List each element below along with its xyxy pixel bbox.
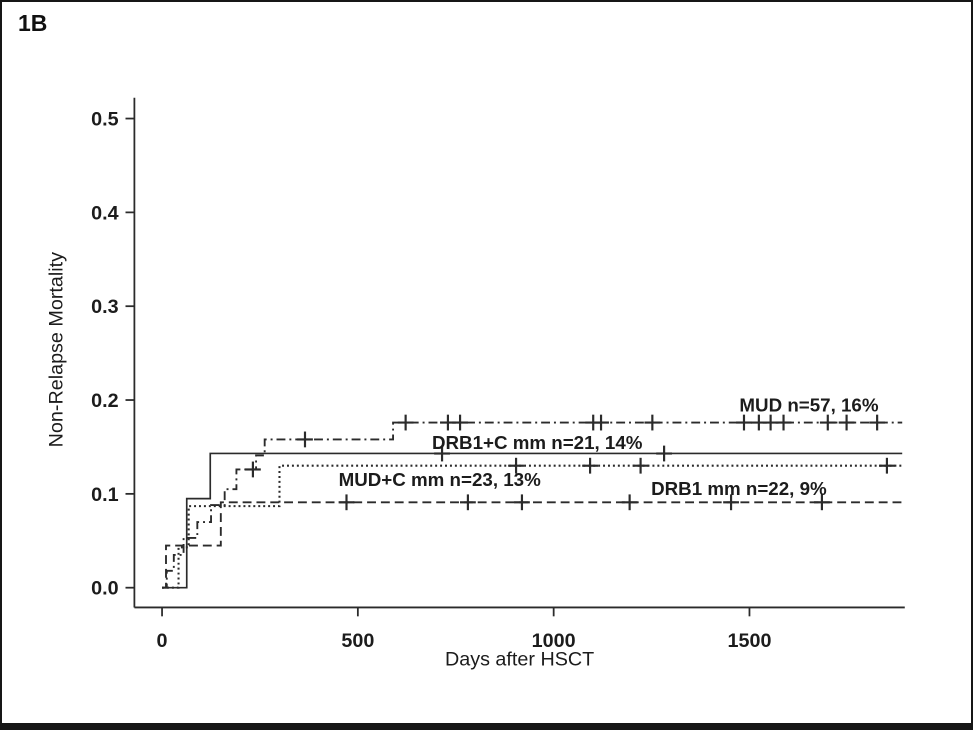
- censor-mark: [819, 414, 836, 431]
- curve-label-drb1-c-mm: DRB1+C mm n=21, 14%: [432, 432, 643, 453]
- y-tick-label: 0.2: [91, 390, 118, 412]
- x-tick-label: 1500: [727, 630, 771, 652]
- x-tick-label: 500: [341, 630, 374, 652]
- censor-mark: [514, 494, 530, 511]
- censor-mark: [452, 414, 468, 431]
- censor-mark: [338, 494, 355, 511]
- censor-mark: [632, 457, 649, 474]
- x-tick-label: 1000: [532, 630, 576, 652]
- y-tick-label: 0.1: [91, 484, 118, 506]
- x-tick-label: 0: [157, 630, 168, 652]
- y-tick-label: 0.4: [91, 202, 118, 224]
- censor-mark: [814, 494, 830, 511]
- censor-mark: [245, 461, 261, 478]
- censor-mark: [838, 414, 855, 431]
- censor-mark: [869, 414, 886, 431]
- figure-label: 1B: [18, 10, 48, 36]
- curve-mud: [162, 421, 903, 589]
- censor-mark: [593, 414, 609, 431]
- y-tick-label: 0.3: [91, 296, 118, 318]
- censor-mark: [879, 457, 895, 474]
- censor-mark: [397, 414, 414, 431]
- censor-mark: [644, 414, 661, 431]
- y-axis-title: Non-Relapse Mortality: [45, 252, 67, 448]
- curve-label-mud-c-mm: MUD+C mm n=23, 13%: [339, 469, 541, 490]
- censor-mark: [621, 494, 638, 511]
- censor-mark: [723, 494, 739, 511]
- curve-drb1-mm: [162, 501, 903, 589]
- curve-label-drb1-mm: DRB1 mm n=22, 9%: [651, 478, 827, 499]
- y-tick-label: 0.0: [91, 578, 118, 600]
- censor-mark: [434, 445, 450, 462]
- censor-mark: [508, 457, 524, 474]
- censor-mark: [459, 494, 476, 511]
- censor-mark: [736, 414, 752, 431]
- censor-mark: [775, 414, 792, 431]
- curve-drb1-c-mm: [162, 452, 903, 589]
- censor-mark: [656, 445, 672, 462]
- y-tick-label: 0.5: [91, 108, 118, 130]
- curve-label-mud: MUD n=57, 16%: [739, 395, 878, 416]
- censor-mark: [582, 457, 598, 474]
- censor-mark: [297, 431, 313, 448]
- x-axis-title: Days after HSCT: [445, 649, 594, 671]
- curve-mud-c-mm: [162, 464, 903, 589]
